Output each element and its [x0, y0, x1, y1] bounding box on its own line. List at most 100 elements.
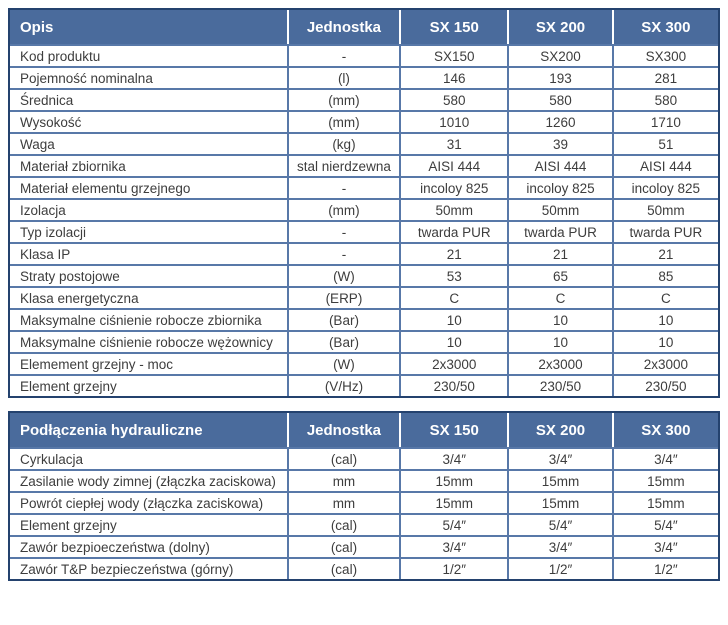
table-row: Materiał elementu grzejnego - incoloy 825 i… — [10, 176, 718, 198]
row-label-cell: Elemement grzejny - moc — [10, 352, 287, 374]
header-row: Podłączenia hydrauliczne Jednostka SX 150 S… — [10, 413, 718, 447]
value-cell: AISI 444 — [507, 154, 612, 176]
value-cell: incoloy 825 — [399, 176, 508, 198]
value-cell: 15mm — [399, 469, 508, 491]
value-cell: 15mm — [507, 491, 612, 513]
row-label-cell: Izolacja — [10, 198, 287, 220]
value-cell: 15mm — [399, 491, 508, 513]
table-title-header: Podłączenia hydrauliczne — [10, 413, 287, 447]
value-cell: 10 — [611, 330, 718, 352]
hydraulic-connections-table: Podłączenia hydrauliczne Jednostka SX 150 S… — [8, 411, 720, 581]
table-row: Klasa IP -21 21 21 — [10, 242, 718, 264]
table-row: Powrót ciepłej wody (złączka zaciskowa) m… — [10, 491, 718, 513]
header-row: Opis Jednostka SX 150 SX 200 SX 300 — [10, 10, 718, 44]
column-header: SX 150 — [399, 10, 508, 44]
value-cell: twarda PUR — [507, 220, 612, 242]
unit-cell: (mm) — [286, 88, 400, 110]
row-label-cell: Zawór T&P bezpieczeństwa (górny) — [10, 557, 287, 579]
value-cell: 580 — [507, 88, 612, 110]
value-cell: 1260 — [507, 110, 612, 132]
table-row: Kod produktu - SX150 SX200 SX300 — [10, 44, 718, 66]
value-cell: SX200 — [507, 44, 612, 66]
value-cell: 10 — [611, 308, 718, 330]
value-cell: 1/2″ — [611, 557, 718, 579]
value-cell: 193 — [507, 66, 612, 88]
row-label-cell: Wysokość — [10, 110, 287, 132]
column-header: SX 150 — [399, 413, 508, 447]
value-cell: 146 — [399, 66, 508, 88]
unit-cell: mm — [286, 491, 400, 513]
row-label-cell: Typ izolacji — [10, 220, 287, 242]
row-label-cell: Klasa IP — [10, 242, 287, 264]
column-header: Jednostka — [286, 10, 400, 44]
row-label-cell: Klasa energetyczna — [10, 286, 287, 308]
row-label-cell: Waga — [10, 132, 287, 154]
value-cell: 1/2″ — [507, 557, 612, 579]
value-cell: 21 — [507, 242, 612, 264]
row-label-cell: Powrót ciepłej wody (złączka zaciskowa) — [10, 491, 287, 513]
table-row: Maksymalne ciśnienie robocze wężownicy (B… — [10, 330, 718, 352]
value-cell: incoloy 825 — [611, 176, 718, 198]
value-cell: incoloy 825 — [507, 176, 612, 198]
value-cell: twarda PUR — [611, 220, 718, 242]
row-label-cell: Maksymalne ciśnienie robocze zbiornika — [10, 308, 287, 330]
value-cell: AISI 444 — [399, 154, 508, 176]
value-cell: 15mm — [611, 469, 718, 491]
value-cell: AISI 444 — [611, 154, 718, 176]
hydraulic-table-header: Podłączenia hydrauliczne Jednostka SX 150 S… — [10, 413, 718, 447]
unit-cell: (mm) — [286, 110, 400, 132]
table-row: Pojemność nominalna (l) 146 193 281 — [10, 66, 718, 88]
value-cell: 50mm — [399, 198, 508, 220]
table-row: Cyrkulacja (cal) 3/4″ 3/4″ 3/4″ — [10, 447, 718, 469]
row-label-cell: Straty postojowe — [10, 264, 287, 286]
unit-cell: - — [286, 44, 400, 66]
value-cell: 5/4″ — [611, 513, 718, 535]
unit-cell: (cal) — [286, 535, 400, 557]
specs-table-body: Kod produktu - SX150 SX200 SX300 Pojemność no… — [10, 44, 718, 396]
value-cell: 3/4″ — [399, 447, 508, 469]
unit-cell: (cal) — [286, 557, 400, 579]
unit-cell: mm — [286, 469, 400, 491]
value-cell: 53 — [399, 264, 508, 286]
value-cell: 15mm — [611, 491, 718, 513]
column-header: SX 200 — [507, 10, 612, 44]
table-row: Materiał zbiornika stal nierdzewna AISI 44… — [10, 154, 718, 176]
specs-table: Opis Jednostka SX 150 SX 200 SX 300 Kod prod… — [8, 8, 720, 398]
unit-cell: (ERP) — [286, 286, 400, 308]
table-row: Element grzejny (cal) 5/4″ 5/4″ 5/4″ — [10, 513, 718, 535]
unit-cell: - — [286, 176, 400, 198]
unit-cell: (W) — [286, 352, 400, 374]
value-cell: 1710 — [611, 110, 718, 132]
row-label-cell: Średnica — [10, 88, 287, 110]
value-cell: 230/50 — [611, 374, 718, 396]
value-cell: 1010 — [399, 110, 508, 132]
value-cell: 3/4″ — [611, 535, 718, 557]
value-cell: 2x3000 — [611, 352, 718, 374]
value-cell: 85 — [611, 264, 718, 286]
value-cell: 50mm — [611, 198, 718, 220]
table-row: Element grzejny (V/Hz) 230/50 230/50 230/50 — [10, 374, 718, 396]
unit-cell: stal nierdzewna — [286, 154, 400, 176]
unit-cell: (Bar) — [286, 330, 400, 352]
table-row: Zasilanie wody zimnej (złączka zaciskowa… — [10, 469, 718, 491]
table-row: Wysokość (mm) 1010 1260 1710 — [10, 110, 718, 132]
table-row: Waga (kg) 31 39 51 — [10, 132, 718, 154]
table-row: Izolacja (mm) 50mm 50mm 50mm — [10, 198, 718, 220]
column-header: SX 300 — [611, 413, 718, 447]
unit-cell: (l) — [286, 66, 400, 88]
column-header: Jednostka — [286, 413, 400, 447]
hydraulic-table-body: Cyrkulacja (cal) 3/4″ 3/4″ 3/4″ Zasilanie wod… — [10, 447, 718, 579]
row-label-cell: Zawór bezpioeczeństwa (dolny) — [10, 535, 287, 557]
table-row: Średnica (mm) 580 580 580 — [10, 88, 718, 110]
column-header: SX 300 — [611, 10, 718, 44]
value-cell: 2x3000 — [507, 352, 612, 374]
value-cell: 281 — [611, 66, 718, 88]
unit-cell: (cal) — [286, 447, 400, 469]
value-cell: 3/4″ — [399, 535, 508, 557]
unit-cell: (kg) — [286, 132, 400, 154]
table-row: Zawór T&P bezpieczeństwa (górny) (cal) 1/2… — [10, 557, 718, 579]
table-row: Zawór bezpioeczeństwa (dolny) (cal) 3/4″ 3/… — [10, 535, 718, 557]
value-cell: twarda PUR — [399, 220, 508, 242]
value-cell: 230/50 — [507, 374, 612, 396]
